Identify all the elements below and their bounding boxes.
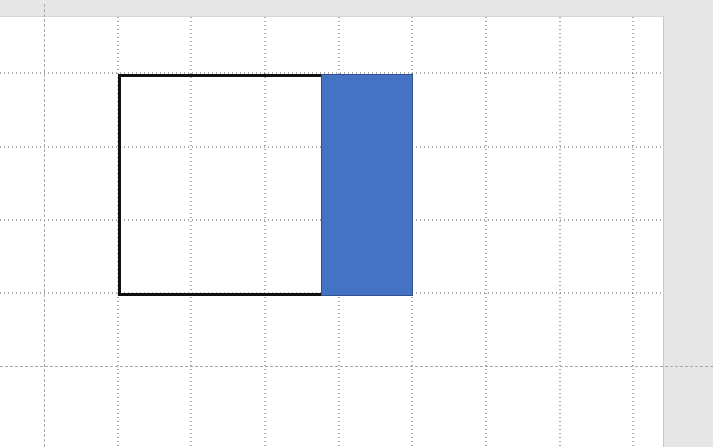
- vertical-drawing-guide[interactable]: [44, 4, 45, 447]
- horizontal-drawing-guide[interactable]: [0, 366, 713, 367]
- blue-filled-rectangle[interactable]: [321, 74, 413, 296]
